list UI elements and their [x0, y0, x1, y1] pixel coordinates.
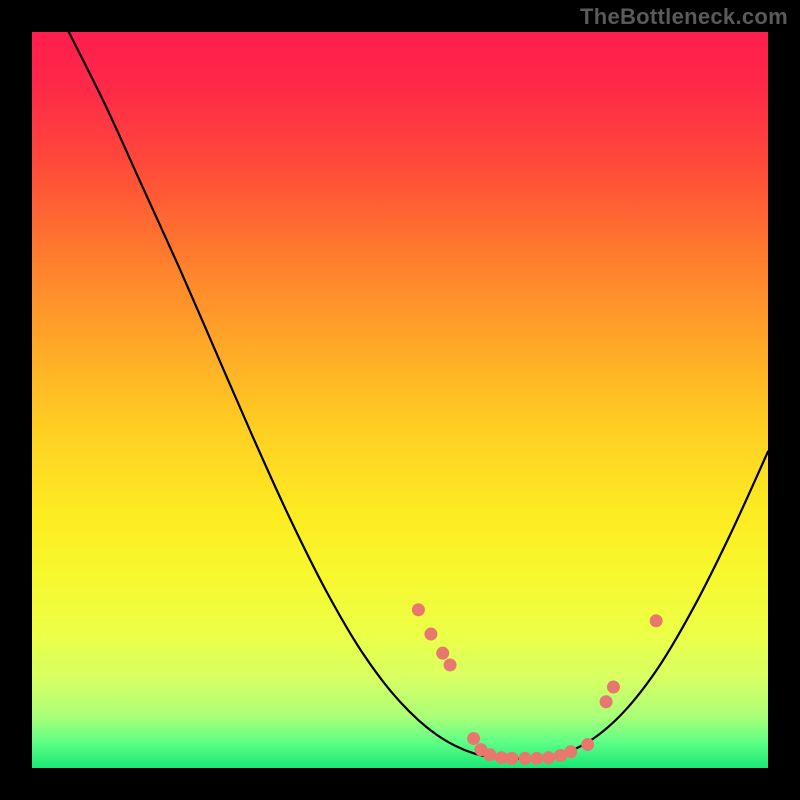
data-marker	[444, 658, 457, 671]
data-marker	[424, 628, 437, 641]
data-marker	[600, 695, 613, 708]
data-marker	[542, 751, 555, 764]
data-marker	[467, 732, 480, 745]
chart-stage: TheBottleneck.com	[0, 0, 800, 800]
watermark-text: TheBottleneck.com	[580, 4, 788, 30]
data-marker	[650, 614, 663, 627]
data-marker	[530, 752, 543, 765]
data-marker	[519, 752, 532, 765]
plot-background	[32, 32, 768, 768]
data-marker	[564, 745, 577, 758]
data-marker	[581, 738, 594, 751]
data-marker	[436, 647, 449, 660]
data-marker	[505, 752, 518, 765]
data-marker	[412, 603, 425, 616]
data-marker	[607, 681, 620, 694]
data-marker	[483, 748, 496, 761]
bottleneck-curve-plot	[32, 32, 768, 768]
